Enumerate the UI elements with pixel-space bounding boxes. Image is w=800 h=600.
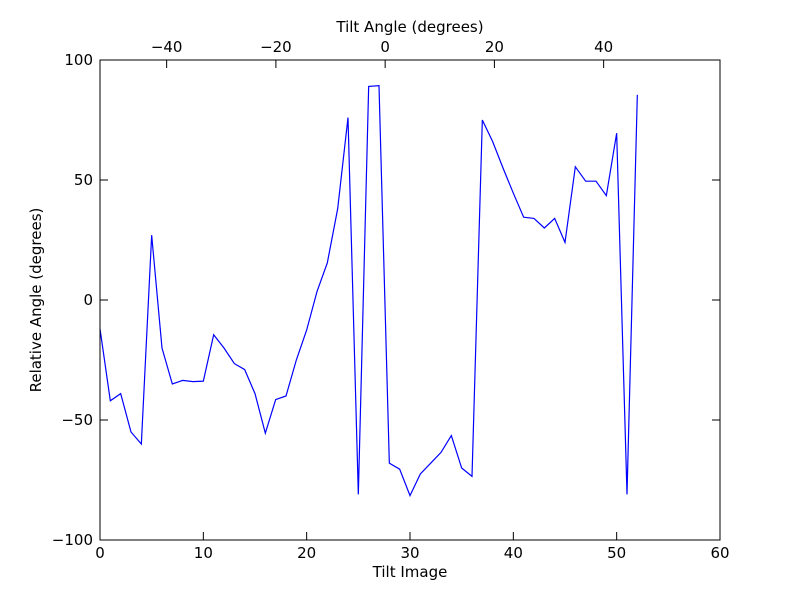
- y-tick-label: 50: [74, 171, 93, 189]
- top-x-tick-label: −40: [151, 38, 183, 56]
- top-x-tick-label: −20: [260, 38, 292, 56]
- tick-layer: 0 10 20 30 40 50 60 −40 −20 0 20 40 −100 −50 0 50 100: [52, 38, 730, 562]
- top-x-tick-label: 20: [485, 38, 504, 56]
- x-tick-label: 30: [400, 544, 419, 562]
- top-x-tick-label: 40: [594, 38, 613, 56]
- top-x-axis-title: Tilt Angle (degrees): [335, 18, 483, 36]
- y-tick-label: −100: [52, 531, 93, 549]
- series-line-layer: [99, 85, 638, 498]
- x-tick-label: 40: [504, 544, 523, 562]
- x-axis-title: Tilt Image: [372, 563, 448, 581]
- series-line: [99, 85, 638, 498]
- x-tick-label: 60: [710, 544, 729, 562]
- y-tick-label: −50: [61, 411, 93, 429]
- x-tick-label: 0: [95, 544, 105, 562]
- y-axis-title: Relative Angle (degrees): [27, 208, 45, 393]
- x-tick-label: 50: [607, 544, 626, 562]
- y-tick-label: 100: [64, 51, 93, 69]
- x-tick-label: 10: [194, 544, 213, 562]
- y-tick-label: 0: [83, 291, 93, 309]
- top-x-tick-label: 0: [380, 38, 390, 56]
- plot-area-frame: [99, 59, 721, 541]
- x-tick-label: 20: [297, 544, 316, 562]
